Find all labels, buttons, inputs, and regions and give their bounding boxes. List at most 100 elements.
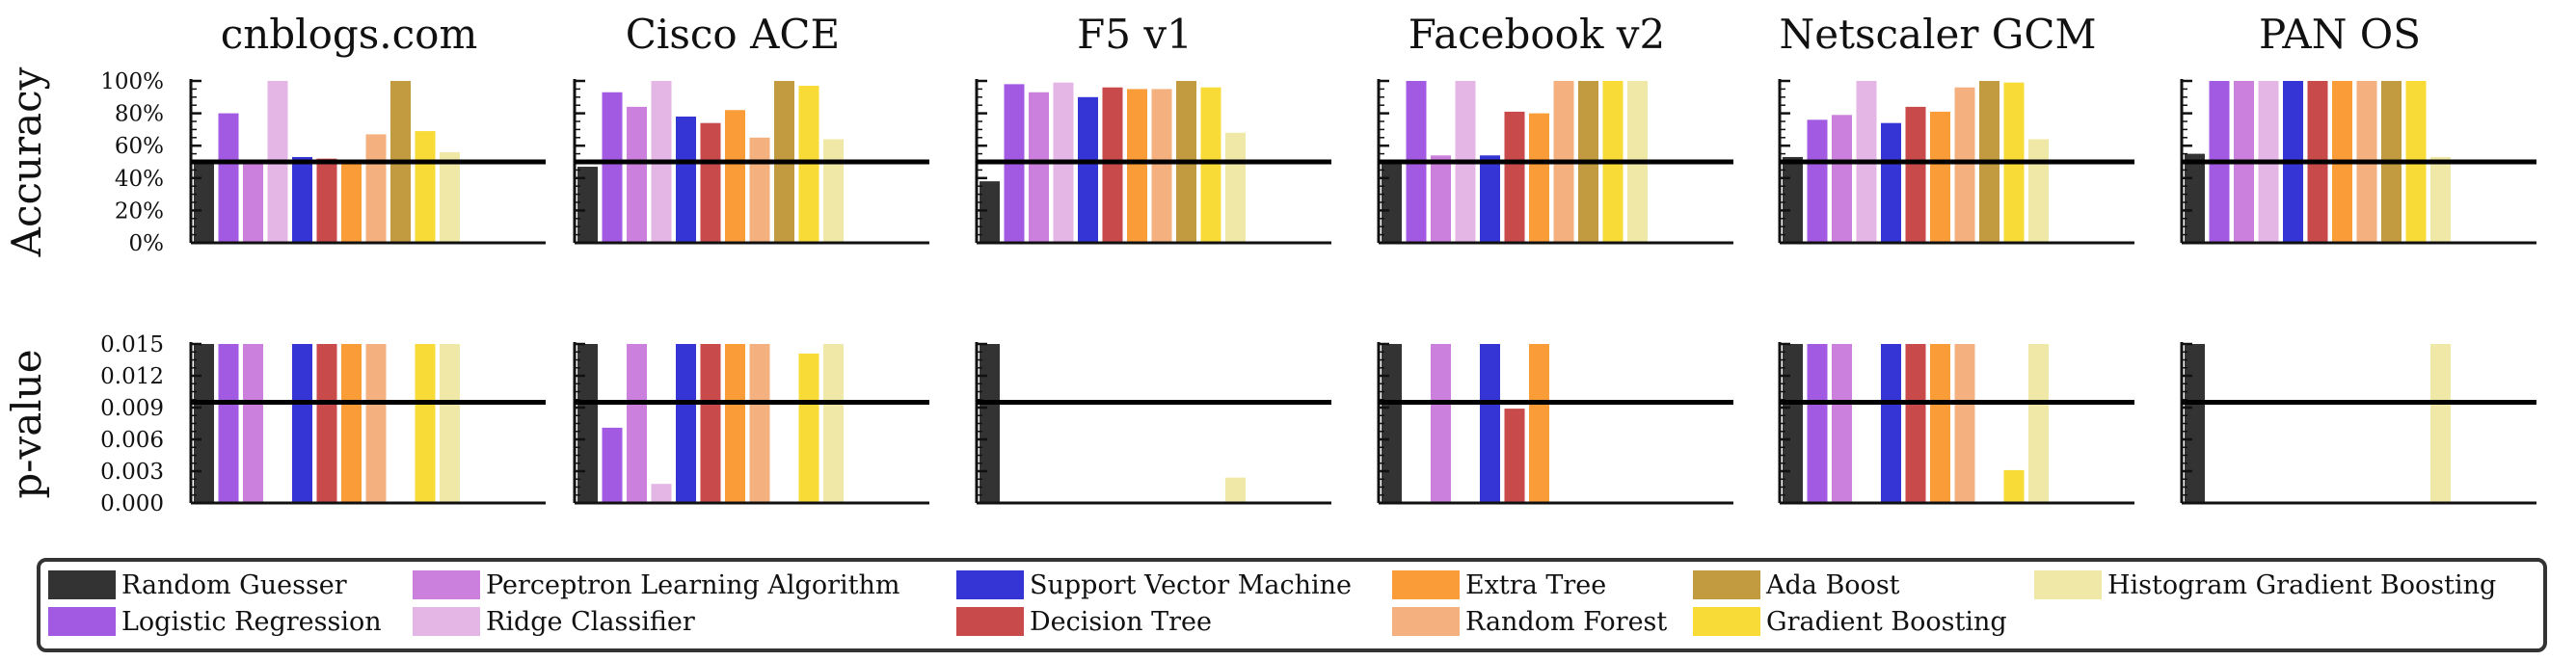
legend-label-ridge-classifier: Ridge Classifier [486,607,695,637]
legend-swatch-logistic-regression [48,607,116,636]
panel-title-cnblogs-com: cnblogs.com [221,11,478,58]
accuracy-panel-f5-v1 [975,79,1331,245]
accuracy-tick-label: 100% [100,69,164,94]
legend-swatch-random-forest [1392,607,1460,636]
legend-swatch-ada-boost [1693,570,1760,599]
bar-histogram-gradient-boosting [1225,132,1246,243]
bar-decision-tree [1102,87,1123,243]
bar-histogram-gradient-boosting [2028,344,2049,503]
bar-support-vector-machine [676,344,696,503]
bar-support-vector-machine [292,344,312,503]
pvalue-panel-cnblogs-com [189,342,546,505]
pvalue-panel-pan-os [2180,342,2536,505]
bar-gradient-boosting [415,131,436,243]
bar-logistic-regression [602,92,623,243]
legend-label-random-forest: Random Forest [1465,607,1667,637]
pvalue-row: 0.015 0.012 0.009 0.006 0.003 0.000 [100,332,2536,516]
pvalue-tick-label: 0.015 [100,332,164,357]
bar-extra-tree [1930,111,1950,243]
bar-random-guesser [194,344,214,503]
bar-histogram-gradient-boosting [823,344,844,503]
bar-perceptron-learning-algorithm [627,344,647,503]
panel-title-facebook-v2: Facebook v2 [1409,11,1665,58]
bar-extra-tree [341,344,362,503]
legend-label-ada-boost: Ada Boost [1765,570,1900,600]
bar-gradient-boosting [798,353,819,503]
accuracy-axis-label: Accuracy [3,66,50,257]
bar-ridge-classifier [651,484,672,503]
bar-random-guesser [1382,344,1402,503]
accuracy-panel-netscaler-gcm [1778,79,2134,245]
bar-decision-tree [700,122,721,243]
bar-decision-tree [316,344,337,503]
legend-swatch-decision-tree [956,607,1024,636]
bar-histogram-gradient-boosting [2430,344,2451,503]
bar-random-forest [749,344,770,503]
bar-random-guesser [1783,156,1803,243]
legend-label-decision-tree: Decision Tree [1030,607,1212,637]
bar-logistic-regression [602,427,623,503]
accuracy-tick-label: 60% [115,134,164,159]
legend-swatch-random-guesser [48,570,116,599]
legend-label-perceptron-learning-algorithm: Perceptron Learning Algorithm [486,570,899,600]
bar-random-forest [1151,89,1172,244]
accuracy-tick-label: 20% [115,198,164,224]
accuracy-tick-label: 0% [129,231,165,256]
bar-support-vector-machine [1480,344,1500,503]
axis-labels: Accuracy p-value [3,66,50,498]
bar-perceptron-learning-algorithm [1431,344,1451,503]
bar-decision-tree [316,158,337,243]
bar-histogram-gradient-boosting [823,139,844,243]
bar-decision-tree [1905,344,1926,503]
bar-random-guesser [2185,153,2205,243]
bar-histogram-gradient-boosting [1225,477,1246,503]
legend-swatch-perceptron-learning-algorithm [413,570,480,599]
bar-histogram-gradient-boosting [2430,156,2451,243]
pvalue-tick-label: 0.000 [100,491,164,516]
bar-perceptron-learning-algorithm [1431,155,1451,243]
accuracy-panel-cnblogs-com [189,79,546,245]
bar-perceptron-learning-algorithm [1832,344,1852,503]
bar-logistic-regression [218,113,239,243]
accuracy-panel-pan-os [2180,79,2536,245]
bar-random-guesser [1783,344,1803,503]
legend-swatch-support-vector-machine [956,570,1024,599]
bar-perceptron-learning-algorithm [243,344,263,503]
accuracy-panel-cisco-ace [573,79,929,245]
legend-swatch-extra-tree [1392,570,1460,599]
bar-histogram-gradient-boosting [440,151,460,243]
bar-logistic-regression [1807,119,1828,243]
bar-decision-tree [1504,111,1525,243]
legend-label-gradient-boosting: Gradient Boosting [1766,607,2007,637]
bar-extra-tree [725,110,745,244]
accuracy-tick-label: 80% [115,102,164,127]
bar-random-guesser [979,181,1000,243]
accuracy-tick-label: 40% [115,167,164,192]
bar-extra-tree [1529,344,1549,503]
bar-random-forest [1954,344,1975,503]
pvalue-tick-label: 0.012 [100,364,164,389]
bar-extra-tree [1127,89,1147,244]
bar-histogram-gradient-boosting [2028,139,2049,243]
bar-support-vector-machine [1881,122,1901,243]
bar-perceptron-learning-algorithm [1029,92,1049,243]
pvalue-tick-label: 0.009 [100,396,164,421]
bar-random-guesser [2185,344,2205,503]
bar-support-vector-machine [1078,96,1098,243]
bar-random-guesser [1382,162,1402,243]
panel-title-f5-v1: F5 v1 [1077,11,1193,58]
panel-titles: cnblogs.com Cisco ACE F5 v1 Facebook v2 Nets… [221,11,2421,58]
bar-random-guesser [577,344,598,503]
panel-title-pan-os: PAN OS [2259,11,2421,58]
bar-support-vector-machine [292,156,312,243]
bar-random-forest [1954,87,1975,243]
panel-title-cisco-ace: Cisco ACE [626,11,840,58]
legend-swatch-gradient-boosting [1693,607,1760,636]
bar-random-guesser [577,167,598,243]
pvalue-axis-label: p-value [3,349,50,498]
bar-support-vector-machine [1480,155,1500,243]
pvalue-panel-f5-v1 [975,342,1331,505]
bar-logistic-regression [218,344,239,503]
bar-random-forest [365,134,387,243]
legend-label-random-guesser: Random Guesser [121,570,347,600]
